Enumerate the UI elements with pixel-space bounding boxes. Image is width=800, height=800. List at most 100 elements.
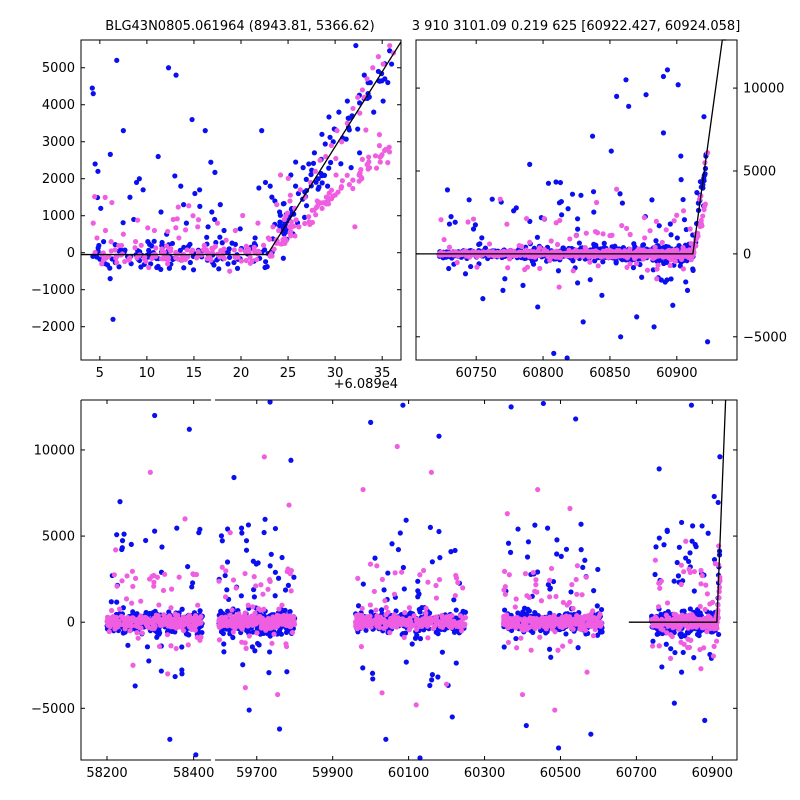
data-point-band-a	[92, 161, 98, 167]
data-point-band-a	[626, 103, 632, 109]
background-point-band-a	[558, 198, 564, 205]
data-point-band-b	[297, 187, 303, 193]
data-point-band-b	[507, 256, 513, 262]
data-point-band-a	[259, 128, 265, 134]
background-point-band-b	[392, 570, 398, 576]
data-point-band-a	[388, 61, 395, 67]
background-point-band-a	[613, 260, 619, 266]
background-point-band-a	[130, 609, 136, 615]
background-point-band-b	[565, 619, 571, 625]
background-point-band-a	[322, 141, 328, 147]
background-point-band-a	[448, 549, 454, 555]
background-point-band-b	[149, 255, 155, 262]
background-point-band-b	[707, 601, 713, 607]
background-point-band-b	[590, 248, 596, 255]
data-point-band-a	[523, 722, 529, 729]
data-point-band-b	[275, 691, 281, 698]
y-tick-label: 0	[67, 246, 75, 261]
background-point-band-b	[657, 585, 663, 591]
background-point-band-b	[460, 616, 466, 622]
background-point-band-a	[108, 599, 114, 605]
background-point-band-b	[139, 630, 145, 636]
y-tick-label: 3000	[42, 135, 75, 150]
background-point-band-a	[382, 76, 388, 82]
background-point-band-b	[701, 207, 707, 213]
background-point-band-a	[678, 177, 684, 183]
data-point-band-b	[364, 76, 370, 82]
background-point-band-a	[219, 240, 225, 246]
background-point-band-a	[319, 180, 325, 186]
background-point-band-b	[627, 231, 633, 238]
data-point-band-a	[353, 42, 359, 49]
background-point-band-b	[682, 253, 688, 259]
background-point-band-b	[255, 606, 262, 612]
background-point-band-b	[119, 578, 125, 584]
data-point-band-a	[267, 399, 273, 405]
background-point-band-a	[256, 642, 262, 648]
data-point-band-a	[704, 339, 711, 345]
background-point-band-b	[374, 563, 380, 569]
background-point-band-b	[189, 247, 196, 253]
background-point-band-b	[252, 249, 258, 255]
background-point-band-b	[585, 623, 592, 629]
background-point-band-b	[194, 634, 200, 640]
background-point-band-b	[287, 616, 293, 623]
background-point-band-b	[465, 219, 471, 225]
background-point-band-b	[270, 617, 276, 623]
data-point-band-a	[98, 205, 104, 211]
background-point-band-a	[197, 608, 203, 614]
data-point-band-b	[108, 239, 114, 245]
background-point-band-a	[683, 555, 689, 561]
background-point-band-a	[381, 587, 387, 593]
background-point-band-b	[580, 618, 586, 624]
background-point-band-b	[592, 228, 599, 235]
background-point-band-b	[383, 604, 389, 611]
background-point-band-a	[576, 240, 582, 246]
background-point-band-a	[266, 670, 272, 676]
background-point-band-b	[245, 246, 252, 252]
background-point-band-a	[649, 197, 655, 203]
background-point-band-a	[267, 563, 273, 569]
background-point-band-b	[453, 572, 459, 579]
background-point-band-a	[403, 517, 409, 523]
x-tick-label: 60850	[589, 366, 630, 381]
background-point-band-b	[155, 613, 161, 619]
background-point-band-b	[441, 236, 447, 243]
background-point-band-b	[391, 591, 398, 597]
background-point-band-b	[505, 265, 511, 271]
data-point-band-b	[446, 244, 453, 250]
data-point-band-b	[470, 216, 477, 222]
background-point-band-b	[713, 624, 719, 630]
data-point-band-b	[333, 172, 339, 178]
background-point-band-b	[672, 258, 678, 264]
background-point-band-a	[159, 239, 165, 246]
background-point-band-b	[233, 585, 239, 591]
data-point-band-a	[555, 745, 562, 751]
background-point-band-b	[265, 586, 271, 592]
background-point-band-a	[472, 222, 479, 228]
background-point-band-b	[172, 611, 178, 617]
data-point-band-a	[527, 161, 533, 167]
background-point-band-a	[134, 611, 140, 617]
background-point-band-b	[289, 629, 296, 636]
panel-bottom-axes: 58200 58400 59700 59900 60100 60300 60500 60700…	[31, 399, 738, 781]
background-point-band-b	[697, 646, 703, 653]
data-point-band-b	[587, 259, 593, 265]
background-point-band-b	[176, 574, 182, 580]
background-point-band-b	[566, 615, 573, 621]
background-point-band-a	[225, 261, 231, 267]
background-point-band-b	[139, 617, 145, 623]
background-point-band-b	[437, 623, 443, 629]
background-point-band-a	[282, 587, 289, 593]
data-point-band-a	[599, 292, 605, 298]
background-point-band-a	[672, 649, 678, 656]
background-point-band-a	[533, 611, 539, 617]
background-point-band-a	[369, 670, 376, 676]
background-point-band-b	[253, 583, 259, 589]
background-point-band-a	[303, 203, 310, 209]
background-point-band-a	[119, 545, 125, 551]
background-point-band-b	[229, 621, 235, 627]
data-point-band-b	[360, 486, 366, 493]
background-point-band-a	[693, 544, 699, 550]
background-point-band-b	[165, 623, 171, 629]
